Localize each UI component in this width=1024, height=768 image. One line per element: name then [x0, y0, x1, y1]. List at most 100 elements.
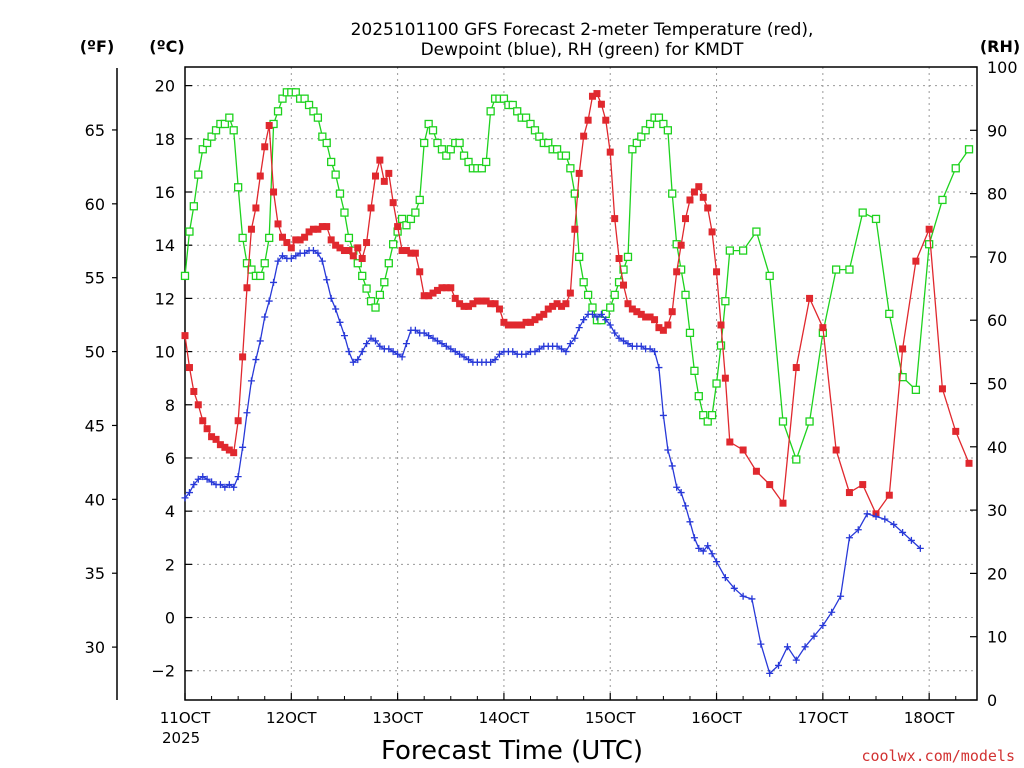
data-point	[278, 94, 287, 103]
data-point	[411, 326, 419, 334]
data-point	[597, 100, 605, 108]
data-point	[792, 656, 800, 664]
data-point	[407, 249, 415, 257]
data-point	[570, 189, 579, 198]
data-point	[837, 592, 845, 600]
data-point	[323, 276, 331, 284]
data-point	[482, 157, 491, 167]
data-point	[296, 236, 304, 244]
data-point	[358, 348, 366, 356]
data-point	[522, 318, 530, 326]
data-point	[845, 534, 853, 542]
data-point	[225, 446, 233, 454]
data-point	[695, 544, 703, 552]
data-point	[208, 478, 216, 486]
data-point	[301, 249, 309, 257]
data-point	[446, 145, 455, 154]
data-point	[655, 324, 663, 332]
data-point	[668, 189, 677, 198]
data-point	[487, 358, 495, 366]
data-point	[699, 547, 707, 555]
data-point	[270, 278, 278, 286]
data-point	[819, 324, 827, 332]
data-point	[363, 340, 371, 348]
data-point	[810, 632, 818, 640]
data-point	[624, 300, 632, 308]
year-label: 2025	[162, 729, 200, 747]
data-point	[322, 138, 331, 148]
data-point	[345, 247, 353, 255]
data-point	[411, 249, 419, 257]
data-point	[336, 318, 344, 326]
credit-label: coolwx.com/models	[861, 747, 1015, 765]
data-point	[456, 300, 464, 308]
data-point	[899, 345, 907, 353]
data-point	[965, 459, 973, 467]
data-point	[256, 172, 264, 180]
data-point	[513, 321, 521, 329]
data-point	[663, 126, 673, 135]
data-point	[442, 151, 451, 160]
data-point	[358, 271, 367, 281]
data-point	[730, 584, 738, 592]
data-point	[202, 138, 212, 148]
data-point	[721, 574, 729, 582]
data-point	[238, 233, 247, 243]
data-point	[433, 138, 442, 148]
data-point	[681, 290, 690, 300]
data-point	[938, 195, 947, 205]
data-point	[340, 247, 348, 255]
time-tick-label: 14OCT	[479, 709, 530, 727]
celsius-tick-label: 2	[165, 555, 175, 574]
time-tick-label: 18OCT	[904, 709, 955, 727]
data-point	[872, 512, 880, 520]
data-point	[805, 417, 814, 426]
data-point	[354, 244, 362, 252]
data-point	[699, 410, 708, 420]
data-point	[508, 100, 517, 110]
data-point	[951, 164, 960, 173]
data-point	[389, 348, 397, 356]
data-point	[367, 204, 375, 212]
data-point	[366, 297, 376, 306]
data-point	[553, 300, 561, 308]
data-point	[340, 208, 349, 217]
data-point	[725, 246, 734, 255]
data-point	[438, 340, 446, 348]
data-point	[181, 494, 189, 502]
data-point	[593, 313, 601, 321]
data-point	[509, 348, 517, 356]
data-point	[345, 348, 353, 356]
data-point	[890, 520, 898, 528]
data-point	[314, 249, 322, 257]
data-point	[367, 334, 375, 342]
rh-tick-label: 70	[987, 248, 1007, 267]
data-point	[845, 489, 853, 497]
celsius-tick-label: 0	[165, 609, 175, 628]
celsius-tick-label: 6	[165, 449, 175, 468]
data-point	[526, 119, 535, 129]
data-point	[637, 310, 645, 318]
data-point	[416, 268, 424, 276]
data-point	[806, 294, 814, 302]
data-point	[535, 132, 544, 141]
data-point	[593, 90, 601, 98]
rh-tick-label: 100	[987, 58, 1018, 77]
data-point	[243, 409, 251, 417]
data-point	[411, 208, 420, 217]
data-point	[597, 310, 605, 318]
data-point	[185, 489, 193, 497]
data-point	[420, 292, 428, 300]
data-point	[185, 227, 194, 236]
series-temperature	[181, 90, 973, 518]
data-point	[181, 332, 189, 340]
data-point	[619, 265, 628, 274]
data-point	[831, 265, 841, 274]
time-tick-label: 17OCT	[798, 709, 849, 727]
fahrenheit-tick-label: 55	[85, 269, 105, 288]
data-point	[332, 241, 340, 249]
data-point	[690, 188, 698, 196]
data-point	[721, 374, 729, 382]
data-point	[389, 240, 398, 249]
data-point	[716, 341, 726, 350]
